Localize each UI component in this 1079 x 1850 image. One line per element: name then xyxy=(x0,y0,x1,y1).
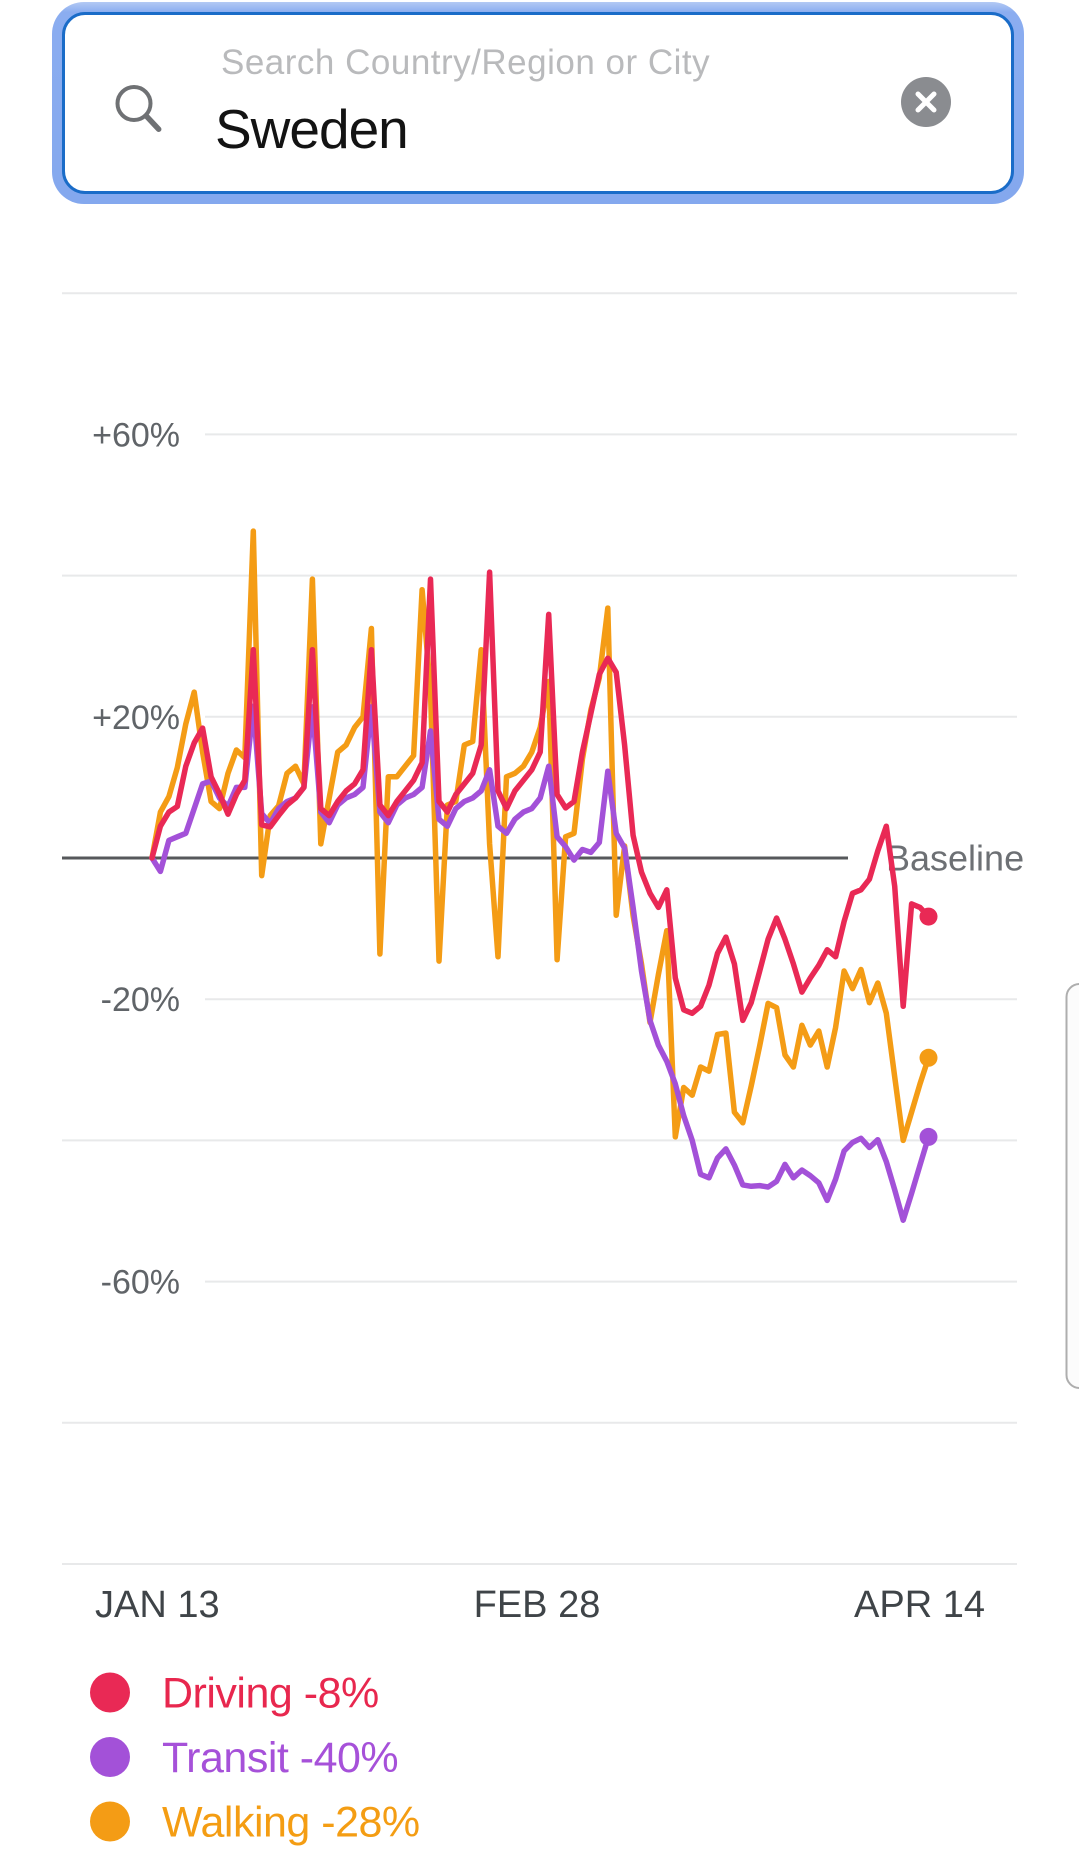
svg-text:Driving -8%: Driving -8% xyxy=(162,1670,379,1718)
svg-text:Walking -28%: Walking -28% xyxy=(162,1799,420,1847)
svg-text:+60%: +60% xyxy=(92,416,180,454)
svg-text:Baseline: Baseline xyxy=(886,838,1024,879)
svg-text:+20%: +20% xyxy=(92,699,180,737)
svg-text:-20%: -20% xyxy=(101,981,180,1019)
svg-text:-60%: -60% xyxy=(101,1264,180,1302)
svg-text:APR 14: APR 14 xyxy=(854,1584,985,1626)
svg-text:JAN 13: JAN 13 xyxy=(95,1584,220,1626)
svg-text:FEB 28: FEB 28 xyxy=(474,1584,601,1626)
svg-text:Transit -40%: Transit -40% xyxy=(162,1734,398,1782)
